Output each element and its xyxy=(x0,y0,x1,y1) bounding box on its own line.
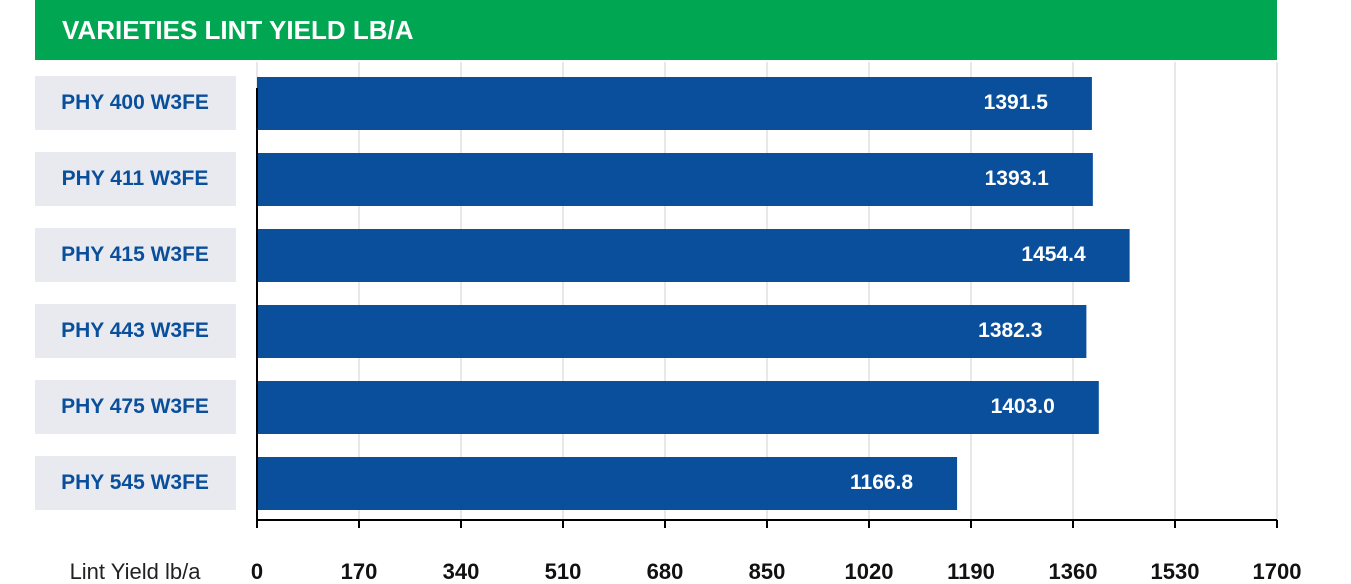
category-box xyxy=(35,304,236,358)
category-box xyxy=(35,152,236,206)
x-tick-label: 1020 xyxy=(845,559,894,584)
bar xyxy=(257,229,1130,282)
x-tick-label: 510 xyxy=(545,559,582,584)
category-box xyxy=(35,228,236,282)
value-label: 1393.1 xyxy=(985,167,1050,190)
x-tick-label: 340 xyxy=(443,559,480,584)
bar xyxy=(257,153,1093,206)
bar xyxy=(257,77,1092,130)
y-tick-label: PHY 475 W3FE xyxy=(61,395,209,418)
bar xyxy=(257,381,1099,434)
x-tick-label: 170 xyxy=(341,559,378,584)
value-label: 1166.8 xyxy=(850,471,913,494)
x-tick-label: 1530 xyxy=(1151,559,1200,584)
plot: PHY 400 W3FE 1391.5 PHY 411 W3FE 1393.1 PHY … xyxy=(35,76,1130,510)
y-tick-label: PHY 545 W3FE xyxy=(61,471,209,494)
x-tick-label: 1190 xyxy=(947,559,995,584)
x-tick-label: 850 xyxy=(749,559,786,584)
x-axis-label: Lint Yield lb/a xyxy=(70,559,202,584)
value-label: 1382.3 xyxy=(978,319,1042,342)
y-tick-label: PHY 443 W3FE xyxy=(61,319,209,342)
grid xyxy=(256,62,1278,528)
value-label: 1391.5 xyxy=(984,91,1049,114)
title-band xyxy=(35,0,1277,60)
chart-title: VARIETIES LINT YIELD LB/A xyxy=(62,15,414,45)
y-tick-label: PHY 415 W3FE xyxy=(61,243,209,266)
y-tick-label: PHY 411 W3FE xyxy=(62,167,209,190)
value-label: 1403.0 xyxy=(991,395,1055,418)
value-label: 1454.4 xyxy=(1021,243,1086,266)
x-tick-label: 0 xyxy=(251,559,263,584)
category-box xyxy=(35,380,236,434)
category-box xyxy=(35,456,236,510)
x-tick-label: 680 xyxy=(647,559,684,584)
x-tick-label: 1360 xyxy=(1049,559,1098,584)
y-tick-label: PHY 400 W3FE xyxy=(61,91,209,114)
category-box xyxy=(35,76,236,130)
bar xyxy=(257,305,1087,358)
x-tick-label: 1700 xyxy=(1253,559,1302,584)
bar xyxy=(257,457,958,510)
